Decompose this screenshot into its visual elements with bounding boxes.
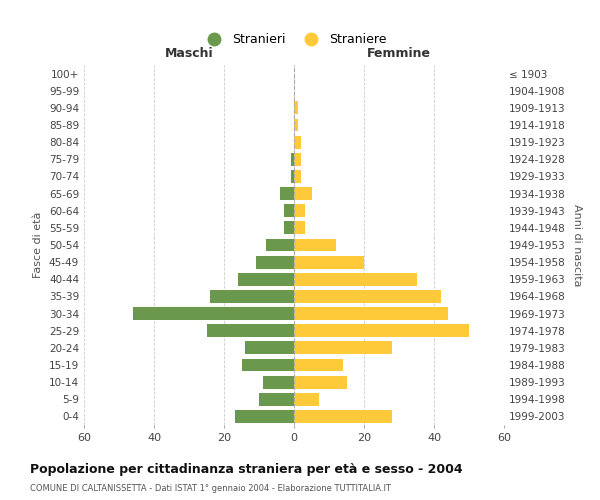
Bar [294, 136, 301, 148]
Text: Maschi: Maschi [164, 47, 214, 60]
Text: Popolazione per cittadinanza straniera per età e sesso - 2004: Popolazione per cittadinanza straniera p… [30, 462, 463, 475]
Legend: Stranieri, Straniere: Stranieri, Straniere [196, 28, 392, 51]
Bar [245, 342, 294, 354]
Bar [256, 256, 294, 268]
Y-axis label: Anni di nascita: Anni di nascita [572, 204, 582, 286]
Bar [294, 393, 319, 406]
Bar [294, 170, 301, 183]
Text: COMUNE DI CALTANISSETTA - Dati ISTAT 1° gennaio 2004 - Elaborazione TUTTITALIA.I: COMUNE DI CALTANISSETTA - Dati ISTAT 1° … [30, 484, 391, 493]
Bar [294, 324, 469, 337]
Bar [294, 222, 305, 234]
Bar [133, 307, 294, 320]
Bar [206, 324, 294, 337]
Bar [210, 290, 294, 303]
Text: Femmine: Femmine [367, 47, 431, 60]
Bar [290, 170, 294, 183]
Bar [238, 273, 294, 285]
Bar [280, 187, 294, 200]
Bar [290, 153, 294, 166]
Bar [294, 118, 298, 132]
Bar [294, 376, 347, 388]
Bar [263, 376, 294, 388]
Bar [294, 342, 392, 354]
Bar [294, 307, 448, 320]
Bar [294, 256, 364, 268]
Bar [284, 204, 294, 217]
Bar [241, 358, 294, 372]
Bar [294, 273, 416, 285]
Bar [284, 222, 294, 234]
Bar [294, 187, 311, 200]
Bar [294, 290, 441, 303]
Bar [294, 358, 343, 372]
Bar [294, 102, 298, 114]
Bar [294, 238, 336, 252]
Bar [235, 410, 294, 423]
Bar [294, 204, 305, 217]
Bar [294, 153, 301, 166]
Y-axis label: Fasce di età: Fasce di età [34, 212, 43, 278]
Bar [259, 393, 294, 406]
Bar [294, 410, 392, 423]
Bar [266, 238, 294, 252]
